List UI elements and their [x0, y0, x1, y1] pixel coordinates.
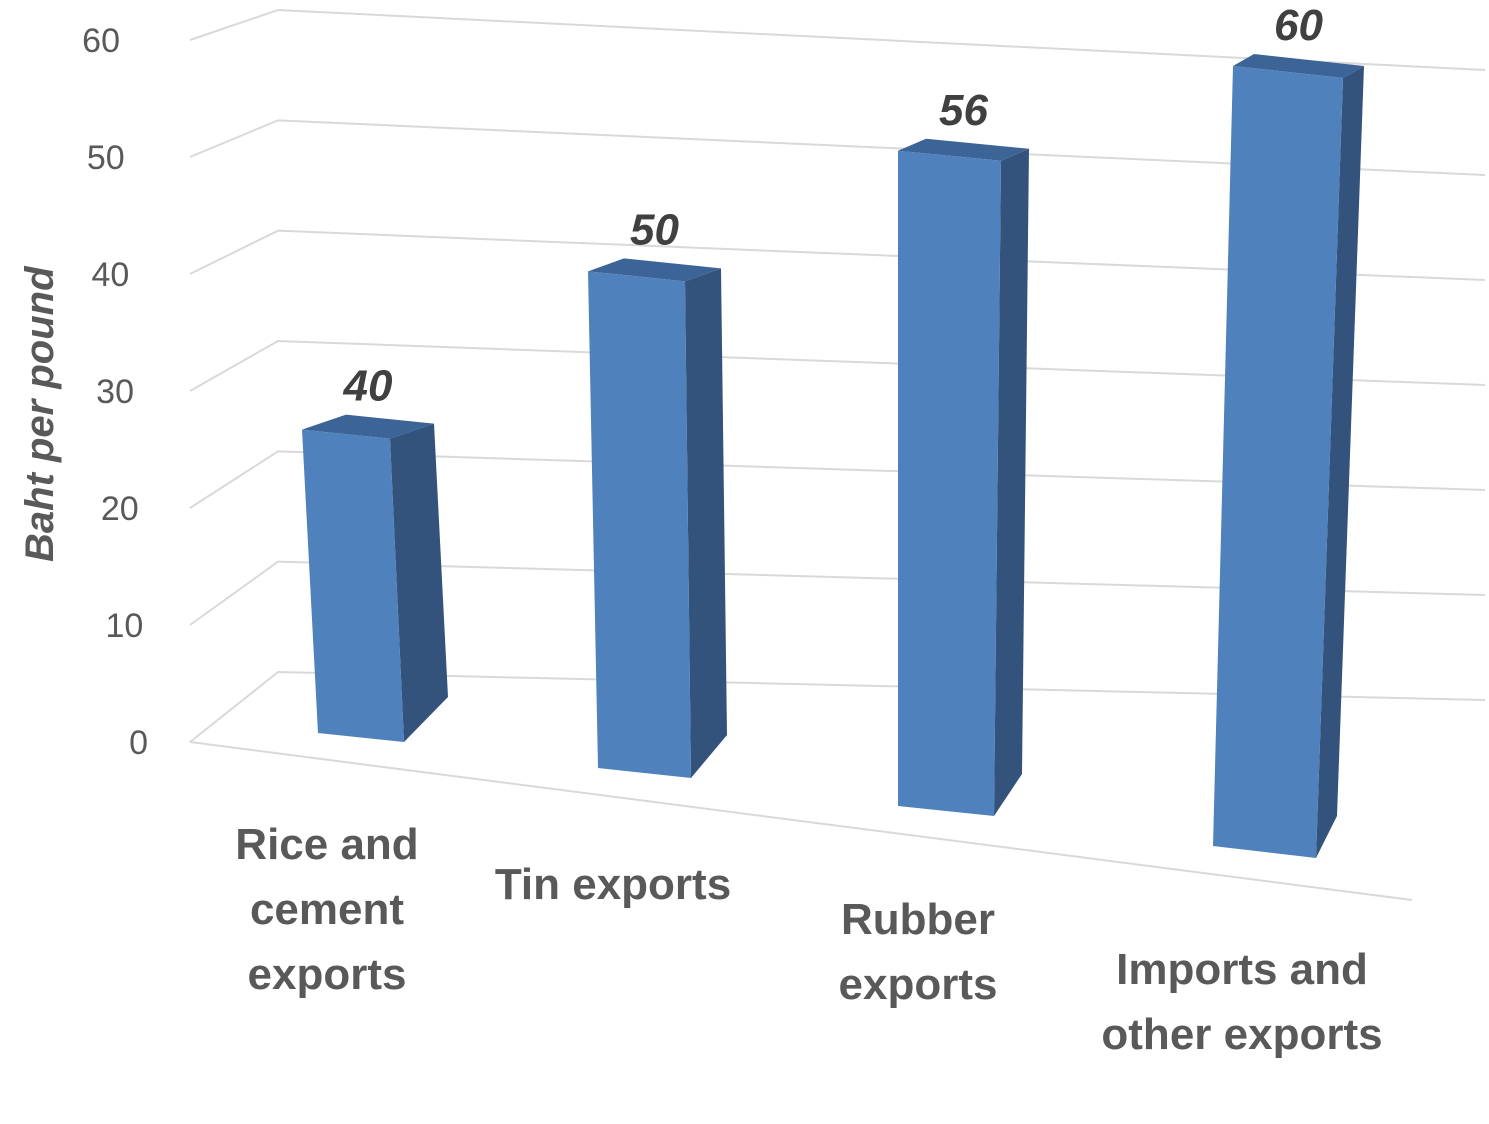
- bar: [898, 138, 1029, 817]
- data-labels: 40 50 56 60: [343, 1, 1324, 411]
- bar: [302, 414, 448, 742]
- bar: [588, 258, 727, 778]
- category-label: Imports and other exports: [1101, 945, 1383, 1059]
- gridline: [189, 560, 1486, 626]
- category-label: Tin exports: [494, 860, 732, 909]
- y-axis-label: Baht per pound: [18, 266, 62, 562]
- data-label: 56: [939, 86, 988, 135]
- y-tick-label: 0: [129, 724, 148, 762]
- y-tick-label: 20: [101, 490, 139, 528]
- gridline: [189, 450, 1486, 509]
- gridline: [189, 8, 1486, 71]
- gridline: [189, 339, 1486, 392]
- data-label: 50: [630, 205, 679, 254]
- y-tick-label: 60: [82, 22, 120, 60]
- y-tick-label: 50: [87, 139, 125, 177]
- y-tick-label: 10: [106, 607, 144, 645]
- gridline: [189, 119, 1486, 176]
- data-label: 60: [1274, 1, 1323, 50]
- data-label: 40: [343, 362, 393, 411]
- bar: [1213, 54, 1364, 858]
- y-tick-label: 40: [92, 256, 130, 294]
- gridlines: [189, 8, 1486, 901]
- y-tick-label: 30: [96, 373, 134, 411]
- y-axis-ticks: 0 10 20 30 40 50 60: [82, 22, 148, 762]
- bars: [302, 54, 1364, 858]
- gridline: [189, 670, 1486, 743]
- floor-edge: [189, 741, 1413, 901]
- gridline: [189, 229, 1486, 281]
- category-label: Rubber exports: [838, 895, 998, 1009]
- category-label: Rice and cement exports: [235, 820, 419, 999]
